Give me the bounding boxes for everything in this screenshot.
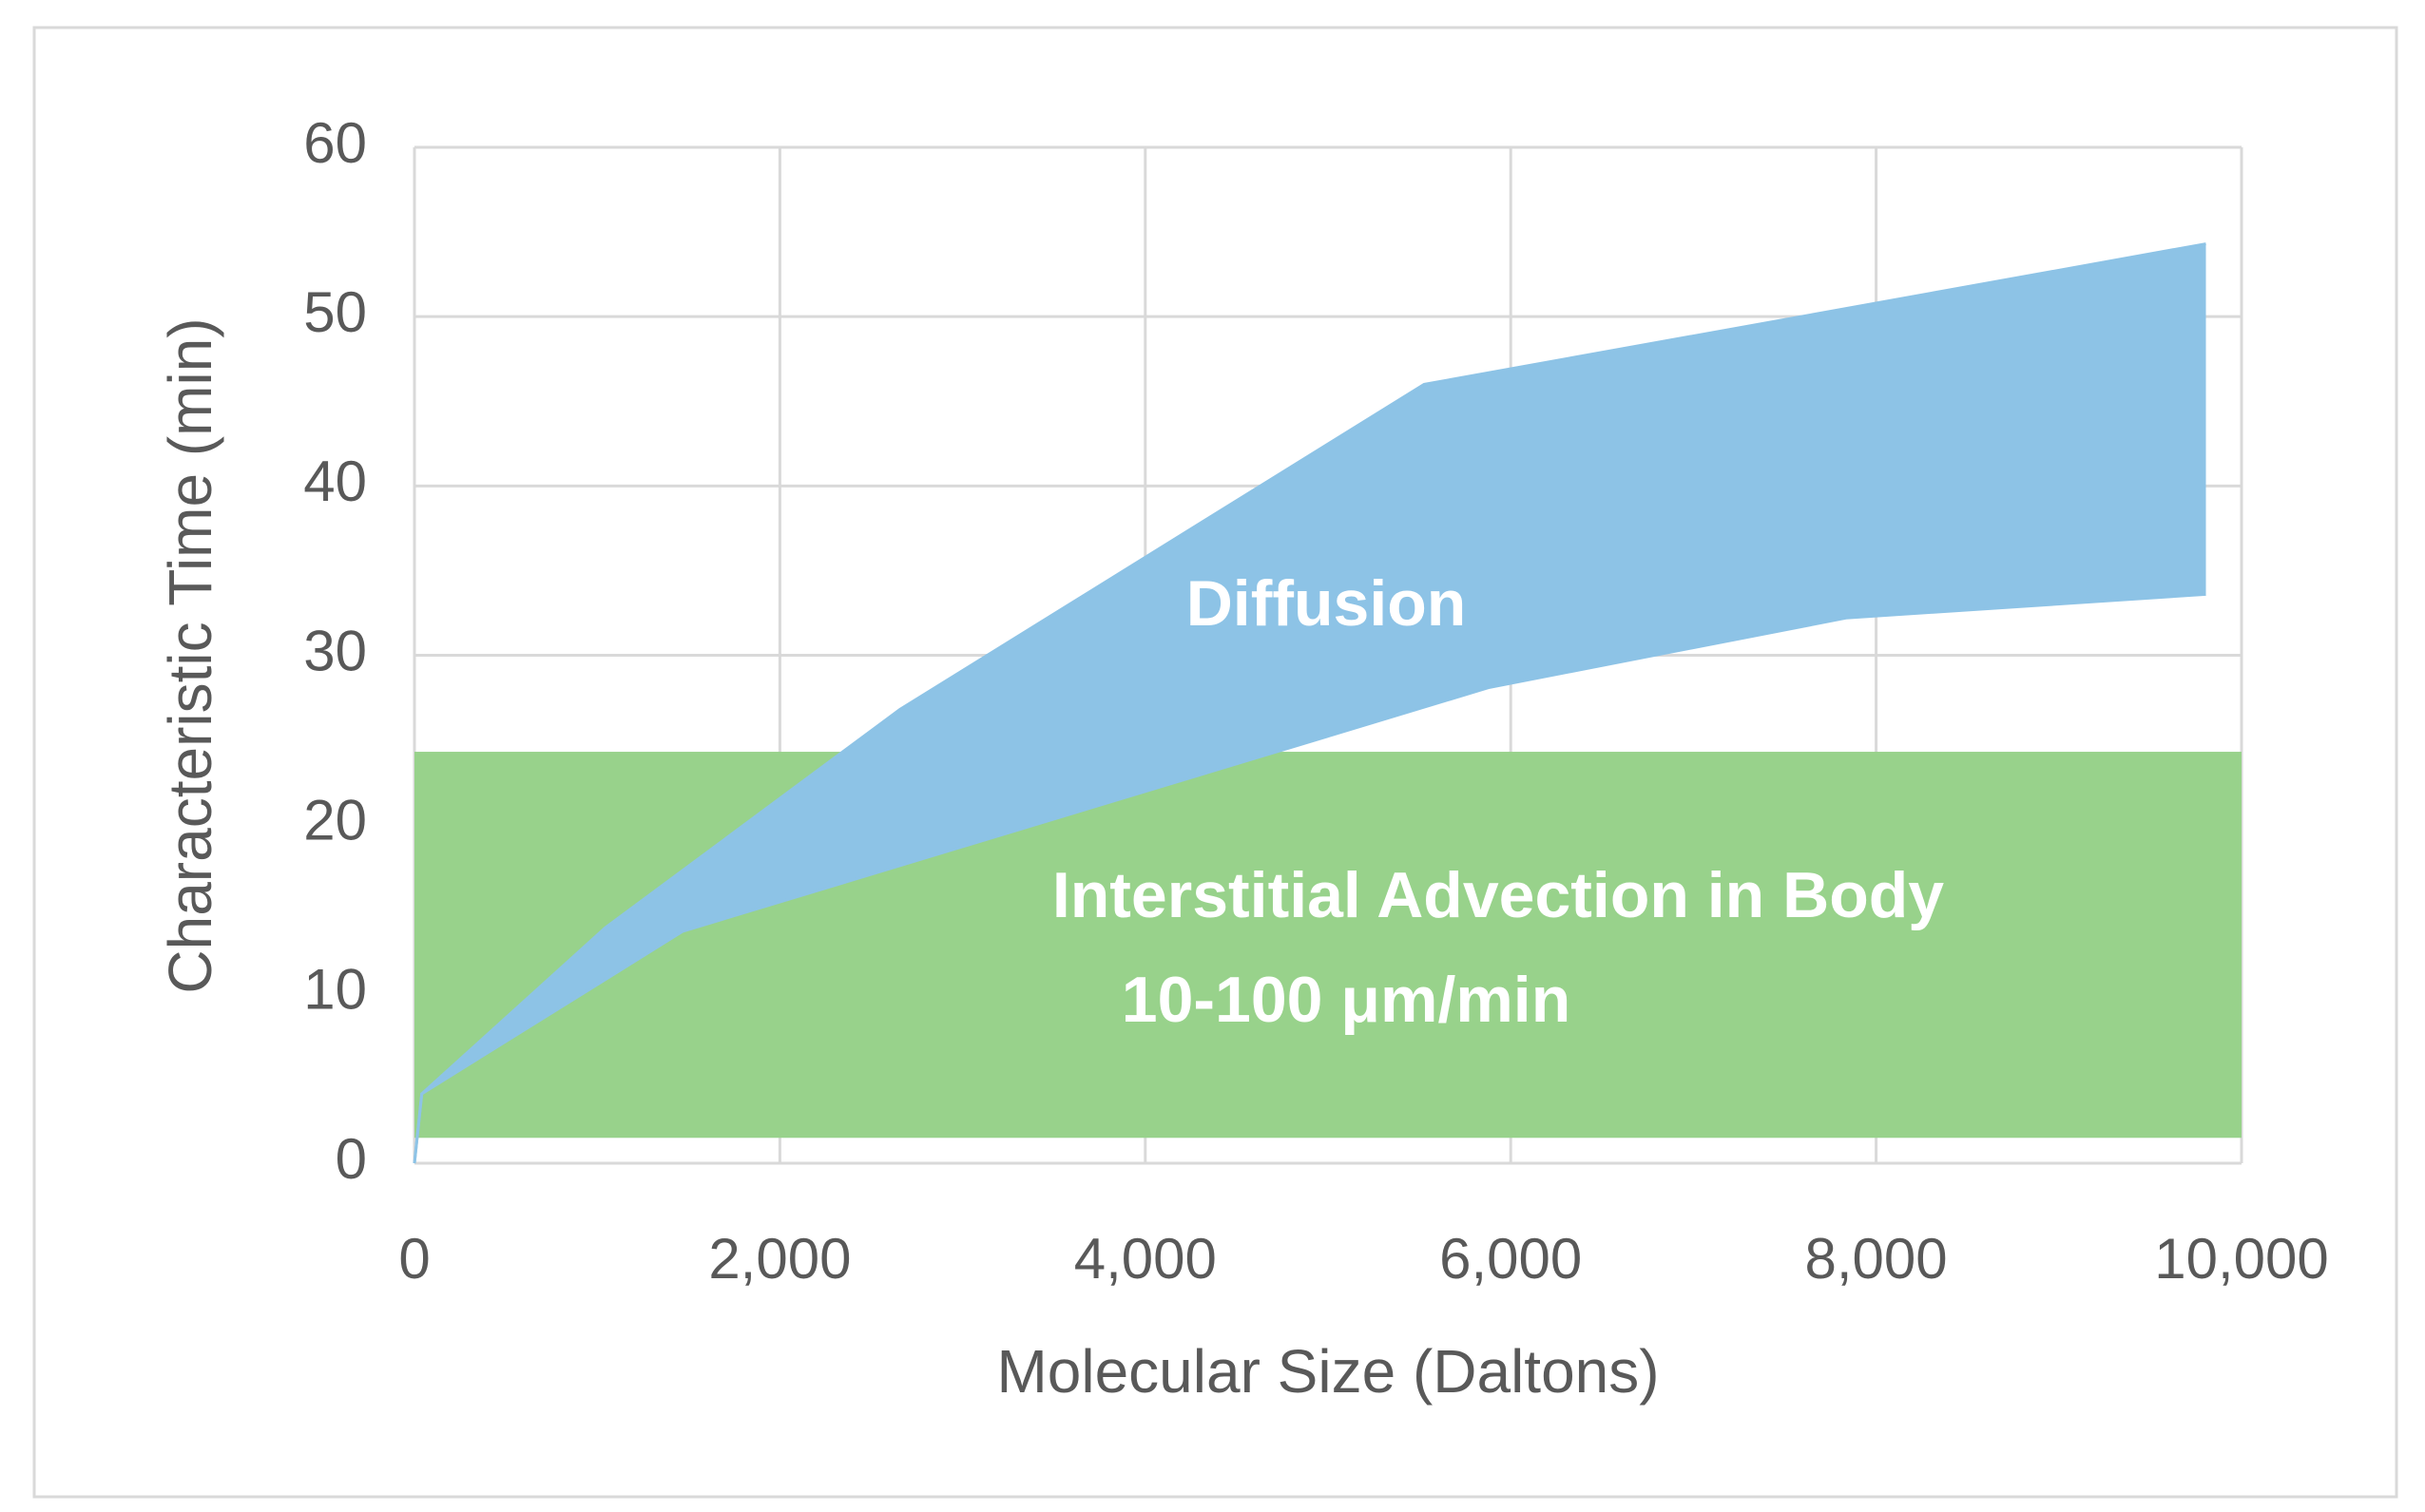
y-tick-label: 0 xyxy=(336,1127,367,1191)
x-axis-title: Molecular Size (Daltons) xyxy=(996,1337,1659,1406)
x-tick-label: 10,000 xyxy=(2154,1227,2329,1291)
advection-region xyxy=(414,752,2242,1139)
x-tick-label: 6,000 xyxy=(1439,1227,1582,1291)
y-tick-label: 10 xyxy=(303,958,367,1022)
band-edge xyxy=(413,592,2206,1164)
band-label: Diffusion xyxy=(1186,567,1467,640)
y-axis-title: Characteristic Time (min) xyxy=(156,317,224,993)
y-tick-label: 40 xyxy=(303,450,367,513)
x-tick-label: 8,000 xyxy=(1805,1227,1948,1291)
x-tick-label: 0 xyxy=(398,1227,430,1291)
y-tick-label: 60 xyxy=(303,111,367,175)
x-tick-label: 4,000 xyxy=(1074,1227,1217,1291)
y-tick-label: 50 xyxy=(303,280,367,344)
diffusion-band xyxy=(414,243,2206,1163)
region-label: Interstitial Advection in Body xyxy=(1052,859,1944,931)
y-tick-label: 30 xyxy=(303,619,367,682)
region-sublabel: 10-100 μm/min xyxy=(1122,964,1570,1036)
x-tick-label: 2,000 xyxy=(708,1227,851,1291)
y-tick-label: 20 xyxy=(303,789,367,852)
